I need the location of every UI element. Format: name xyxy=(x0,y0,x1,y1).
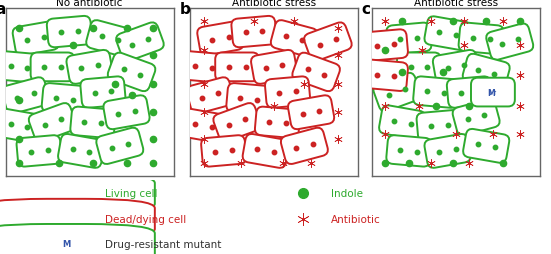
FancyBboxPatch shape xyxy=(108,53,155,92)
FancyBboxPatch shape xyxy=(0,109,42,143)
FancyBboxPatch shape xyxy=(386,24,431,55)
FancyBboxPatch shape xyxy=(29,104,77,142)
FancyBboxPatch shape xyxy=(96,128,143,164)
FancyBboxPatch shape xyxy=(180,109,226,143)
FancyBboxPatch shape xyxy=(463,55,510,91)
FancyBboxPatch shape xyxy=(433,51,479,85)
Text: a: a xyxy=(0,2,6,17)
FancyBboxPatch shape xyxy=(17,136,62,167)
FancyBboxPatch shape xyxy=(0,174,155,213)
FancyBboxPatch shape xyxy=(47,17,92,48)
Text: Living cell: Living cell xyxy=(105,189,157,199)
FancyBboxPatch shape xyxy=(374,73,421,112)
Title: Antibiotic stress: Antibiotic stress xyxy=(232,0,316,8)
FancyBboxPatch shape xyxy=(304,23,352,62)
FancyBboxPatch shape xyxy=(458,24,504,55)
FancyBboxPatch shape xyxy=(363,30,408,61)
Text: c: c xyxy=(362,2,371,17)
FancyBboxPatch shape xyxy=(226,84,272,115)
FancyBboxPatch shape xyxy=(116,23,164,62)
Title: Antibiotic stress: Antibiotic stress xyxy=(414,0,498,8)
Text: Indole: Indole xyxy=(331,189,363,199)
FancyBboxPatch shape xyxy=(363,60,408,92)
FancyBboxPatch shape xyxy=(197,22,244,56)
Text: M: M xyxy=(487,88,495,97)
FancyBboxPatch shape xyxy=(2,78,49,114)
FancyBboxPatch shape xyxy=(281,128,328,164)
FancyBboxPatch shape xyxy=(31,53,74,82)
FancyBboxPatch shape xyxy=(452,100,500,136)
FancyBboxPatch shape xyxy=(187,78,234,114)
FancyBboxPatch shape xyxy=(67,51,112,85)
FancyBboxPatch shape xyxy=(201,136,246,167)
FancyBboxPatch shape xyxy=(265,77,310,108)
FancyBboxPatch shape xyxy=(86,21,133,57)
FancyBboxPatch shape xyxy=(104,96,150,130)
FancyBboxPatch shape xyxy=(288,96,334,130)
Text: Drug-resistant mutant: Drug-resistant mutant xyxy=(105,239,221,249)
FancyBboxPatch shape xyxy=(271,21,318,57)
Text: Antibiotic: Antibiotic xyxy=(331,214,380,224)
FancyBboxPatch shape xyxy=(255,107,300,138)
FancyBboxPatch shape xyxy=(58,134,104,168)
FancyBboxPatch shape xyxy=(71,107,116,138)
FancyBboxPatch shape xyxy=(181,52,226,83)
FancyBboxPatch shape xyxy=(215,53,259,82)
FancyBboxPatch shape xyxy=(80,77,126,108)
FancyBboxPatch shape xyxy=(213,104,261,142)
FancyBboxPatch shape xyxy=(231,17,277,48)
Text: ↓↑: ↓↑ xyxy=(488,90,498,95)
FancyBboxPatch shape xyxy=(379,106,425,140)
FancyBboxPatch shape xyxy=(13,22,59,56)
FancyBboxPatch shape xyxy=(42,84,87,115)
FancyBboxPatch shape xyxy=(293,53,340,92)
FancyBboxPatch shape xyxy=(424,134,471,168)
FancyBboxPatch shape xyxy=(0,224,155,254)
FancyBboxPatch shape xyxy=(397,53,441,82)
FancyBboxPatch shape xyxy=(0,52,41,83)
FancyBboxPatch shape xyxy=(486,24,533,61)
Text: M: M xyxy=(62,239,70,248)
FancyBboxPatch shape xyxy=(463,129,509,163)
Text: Dead/dying cell: Dead/dying cell xyxy=(105,214,186,224)
Text: b: b xyxy=(180,2,191,17)
FancyBboxPatch shape xyxy=(413,77,458,108)
FancyBboxPatch shape xyxy=(0,199,155,238)
FancyBboxPatch shape xyxy=(386,136,431,167)
FancyBboxPatch shape xyxy=(242,134,289,168)
FancyBboxPatch shape xyxy=(251,51,297,85)
FancyBboxPatch shape xyxy=(447,77,492,108)
Title: No antibiotic: No antibiotic xyxy=(56,0,123,8)
FancyBboxPatch shape xyxy=(471,78,515,107)
FancyBboxPatch shape xyxy=(417,110,462,142)
FancyBboxPatch shape xyxy=(424,17,471,51)
